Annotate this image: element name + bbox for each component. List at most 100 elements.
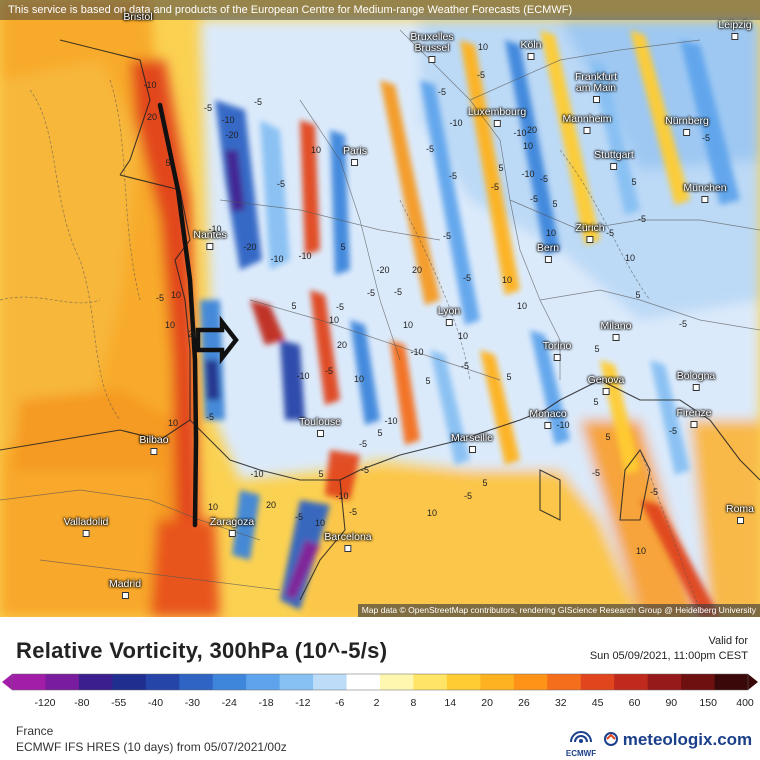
contour-value-label: 10	[457, 331, 469, 341]
contour-value-label: -5	[360, 465, 370, 475]
scale-swatch	[380, 674, 414, 690]
contour-value-label: 10	[516, 301, 528, 311]
meteologix-icon	[604, 732, 618, 746]
contour-value-label: 10	[328, 315, 340, 325]
contour-value-label: 10	[207, 502, 219, 512]
map-attribution[interactable]: Map data © OpenStreetMap contributors, r…	[357, 604, 760, 617]
scale-tick-label: 90	[665, 697, 678, 709]
scale-outline	[11, 673, 749, 691]
contour-value-label: 10	[314, 518, 326, 528]
contour-value-label: -5	[348, 507, 358, 517]
ecmwf-logo: ECMWF	[563, 728, 599, 758]
city-label: Barcelona	[324, 532, 372, 552]
region-label: France	[16, 724, 54, 738]
scale-tick-label: -40	[147, 697, 164, 709]
contour-value-label: -10	[143, 80, 157, 90]
city-label: Nantes	[193, 230, 227, 250]
city-label: Lyon	[438, 306, 460, 326]
scale-tick-label: 32	[554, 697, 567, 709]
contour-value-label: -10	[335, 491, 349, 501]
ecmwf-icon	[570, 731, 592, 743]
scale-tick-label: 26	[518, 697, 530, 709]
contour-value-label: -10	[298, 251, 312, 261]
contour-value-label: -5	[462, 273, 472, 283]
scale-tick-label: 45	[591, 697, 604, 709]
scale-tick-label: -12	[295, 697, 311, 709]
contour-value-label: 10	[164, 320, 176, 330]
contour-value-label: 5	[340, 242, 346, 252]
contour-value-label: 5	[552, 199, 558, 209]
contour-value-label: 10	[522, 141, 534, 151]
contour-value-label: -5	[205, 412, 215, 422]
scale-tick-label: -120	[34, 697, 56, 709]
contour-value-label: -5	[668, 426, 678, 436]
contour-value-label: 10	[477, 42, 489, 52]
contour-value-label: -5	[529, 194, 539, 204]
scale-swatch	[45, 674, 80, 690]
city-label: Bologna	[677, 371, 715, 391]
scale-tick-label: -24	[221, 697, 237, 709]
scale-tick-label: -80	[74, 697, 90, 709]
contour-value-label: -10	[208, 224, 222, 234]
scale-swatch	[279, 674, 314, 690]
contour-value-label: -5	[358, 439, 368, 449]
city-label: Luxembourg	[468, 107, 526, 127]
city-label: Firenze	[676, 408, 712, 428]
scale-swatch	[313, 674, 348, 690]
contour-value-label: -20	[376, 265, 390, 275]
city-label: Nürnberg	[665, 116, 709, 136]
city-label: Valladolid	[64, 517, 108, 537]
vorticity-field	[0, 0, 760, 617]
contour-value-label: -5	[324, 366, 334, 376]
scale-swatch	[547, 674, 582, 690]
city-label: Marseille	[451, 433, 493, 453]
weather-map[interactable]: This service is based on data and produc…	[0, 0, 760, 617]
contour-value-label: -5	[591, 468, 601, 478]
contour-value-label: 20	[265, 500, 277, 510]
contour-value-label: 5	[425, 376, 431, 386]
contour-value-label: -5	[637, 214, 647, 224]
scale-swatch	[647, 674, 682, 690]
contour-value-label: -10	[270, 254, 284, 264]
contour-value-label: 20	[526, 125, 538, 135]
scale-swatch	[714, 674, 749, 690]
brand-label: meteologix.com	[622, 730, 753, 749]
contour-value-label: -10	[513, 128, 527, 138]
contour-value-label: 5	[498, 163, 504, 173]
contour-value-label: 5	[318, 469, 324, 479]
scale-tick-label: 8	[410, 697, 417, 709]
scale-swatch	[446, 674, 481, 690]
contour-value-label: 5	[593, 397, 599, 407]
scale-swatch	[112, 674, 147, 690]
scale-swatch	[179, 674, 214, 690]
scale-swatch	[12, 674, 46, 690]
scale-tick-label: 14	[444, 697, 457, 709]
color-scale-bar	[2, 673, 758, 691]
scale-tick-label: 20	[481, 697, 493, 709]
contour-value-label: 5	[605, 432, 611, 442]
brand-link[interactable]: meteologix.com	[604, 730, 752, 750]
contour-value-label: 10	[402, 320, 414, 330]
city-label: Bristol	[123, 11, 153, 23]
city-label: Frankfurt am Main	[575, 72, 617, 103]
contour-value-label: -5	[393, 287, 403, 297]
contour-value-label: -10	[250, 469, 264, 479]
scale-swatch	[614, 674, 649, 690]
contour-value-label: -10	[410, 347, 424, 357]
city-label: Leipzig	[718, 20, 752, 40]
valid-time: Sun 05/09/2021, 11:00pm CEST	[589, 650, 748, 662]
contour-value-label: -5	[649, 487, 659, 497]
contour-value-label: -5	[490, 182, 500, 192]
scale-swatch	[145, 674, 180, 690]
city-label: München	[683, 183, 727, 203]
contour-value-label: -10	[449, 118, 463, 128]
contour-value-label: -5	[442, 231, 452, 241]
city-label: Zürich	[575, 223, 605, 243]
scale-tick-label: -18	[258, 697, 274, 709]
contour-value-label: -5	[605, 228, 615, 238]
contour-value-label: -5	[448, 171, 458, 181]
contour-value-label: -10	[521, 169, 535, 179]
contour-value-label: 10	[545, 228, 557, 238]
city-label: Paris	[343, 146, 367, 166]
contour-value-label: 5	[377, 428, 383, 438]
